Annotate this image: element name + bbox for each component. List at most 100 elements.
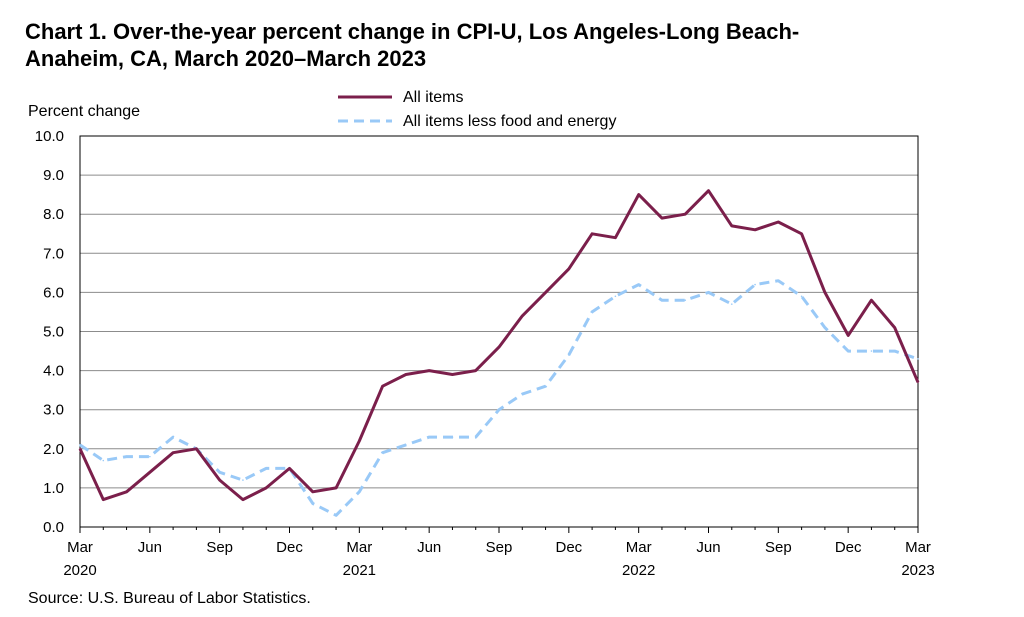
data-point xyxy=(614,236,617,239)
data-point xyxy=(568,354,570,356)
data-point xyxy=(125,491,128,493)
x-tick-year-label: 2021 xyxy=(343,562,376,579)
legend-label: All items less food and energy xyxy=(403,113,616,130)
y-tick-label: 3.0 xyxy=(43,402,64,419)
data-point xyxy=(917,381,919,384)
y-tick-label: 7.0 xyxy=(43,245,64,262)
data-point xyxy=(498,408,500,411)
data-point xyxy=(358,491,361,493)
series-lines xyxy=(78,189,920,517)
data-point xyxy=(870,350,873,352)
x-tick-label: Mar xyxy=(67,539,93,556)
data-point xyxy=(405,444,407,446)
data-point xyxy=(684,213,687,215)
data-point xyxy=(917,358,919,360)
data-point xyxy=(754,283,756,286)
data-point xyxy=(824,326,826,329)
data-point xyxy=(521,315,524,317)
data-point xyxy=(684,299,687,302)
data-point xyxy=(800,295,803,298)
x-tick-label: Mar xyxy=(626,539,652,556)
legend-label: All items xyxy=(403,89,463,106)
series-line-all-items xyxy=(78,189,920,502)
legend: All items All items less food and energy xyxy=(338,89,616,130)
x-tick-label: Dec xyxy=(276,539,303,556)
series-line-core xyxy=(79,279,919,517)
x-tick-label: Sep xyxy=(765,539,792,556)
y-tick-label: 8.0 xyxy=(43,206,64,223)
data-point xyxy=(405,373,407,376)
data-point xyxy=(218,479,221,481)
data-point xyxy=(265,487,268,489)
data-point xyxy=(288,467,291,470)
source-note: Source: U.S. Bureau of Labor Statistics. xyxy=(28,590,311,607)
data-point xyxy=(335,487,337,489)
data-point xyxy=(614,295,617,298)
x-tick-label: Mar xyxy=(905,539,931,556)
data-point xyxy=(591,311,593,313)
data-point xyxy=(79,444,81,446)
data-point xyxy=(544,291,547,294)
y-axis-label: Percent change xyxy=(28,103,140,120)
data-point xyxy=(451,373,454,376)
x-tick-year-label: 2020 xyxy=(63,562,96,579)
data-point xyxy=(242,498,244,501)
data-point xyxy=(637,283,640,286)
x-tick-label: Dec xyxy=(555,539,582,556)
x-tick-year-label: 2022 xyxy=(622,562,655,579)
data-point xyxy=(893,326,896,329)
y-axis-ticks: 0.0 1.0 2.0 3.0 4.0 5.0 6.0 7.0 8.0 9.0 10.0 xyxy=(35,128,64,536)
x-tick-label: Sep xyxy=(206,539,233,556)
x-tick-label: Jun xyxy=(696,539,720,556)
data-point xyxy=(777,279,780,282)
data-point xyxy=(428,369,430,372)
data-point xyxy=(172,436,174,438)
data-point xyxy=(707,291,710,294)
data-point xyxy=(149,471,151,474)
data-point xyxy=(754,229,756,231)
data-point xyxy=(824,291,826,294)
x-tick-year-label: 2023 xyxy=(901,562,934,579)
y-tick-label: 9.0 xyxy=(43,167,64,184)
data-point xyxy=(102,498,105,501)
data-point xyxy=(474,369,477,372)
data-point xyxy=(451,436,454,438)
data-point xyxy=(870,299,873,302)
x-tick-label: Jun xyxy=(417,539,441,556)
data-point xyxy=(730,225,733,227)
y-tick-label: 4.0 xyxy=(43,363,64,380)
x-tick-label: Mar xyxy=(346,539,372,556)
data-point xyxy=(218,471,221,474)
data-point xyxy=(242,479,244,481)
data-point xyxy=(381,451,384,454)
gridlines xyxy=(80,174,918,489)
data-point xyxy=(661,299,663,302)
y-tick-label: 5.0 xyxy=(43,324,64,341)
y-tick-label: 6.0 xyxy=(43,284,64,301)
data-point xyxy=(149,455,151,458)
y-tick-label: 0.0 xyxy=(43,519,64,536)
data-point xyxy=(195,448,198,450)
data-point xyxy=(777,221,780,223)
chart-title: Chart 1. Over-the-year percent change in… xyxy=(25,18,985,72)
data-point xyxy=(637,193,640,196)
data-point xyxy=(707,189,710,192)
data-point xyxy=(79,448,81,450)
y-tick-label: 10.0 xyxy=(35,128,64,145)
data-point xyxy=(102,459,105,462)
data-point xyxy=(358,440,361,442)
data-point xyxy=(125,455,128,458)
data-point xyxy=(568,268,570,270)
data-point xyxy=(311,491,314,493)
data-point xyxy=(335,514,337,517)
chart-title-line-1: Chart 1. Over-the-year percent change in… xyxy=(25,19,800,44)
data-point xyxy=(847,350,849,352)
data-point xyxy=(474,436,477,438)
data-point xyxy=(172,451,174,454)
y-tick-label: 1.0 xyxy=(43,480,64,497)
data-point xyxy=(428,436,430,438)
data-point xyxy=(661,217,663,219)
data-point xyxy=(544,385,547,388)
x-tick-label: Dec xyxy=(835,539,862,556)
x-axis-ticks: Mar 2020 Jun Sep Dec Mar 2021 Jun Sep Dec Mar 2022 J… xyxy=(63,527,935,579)
